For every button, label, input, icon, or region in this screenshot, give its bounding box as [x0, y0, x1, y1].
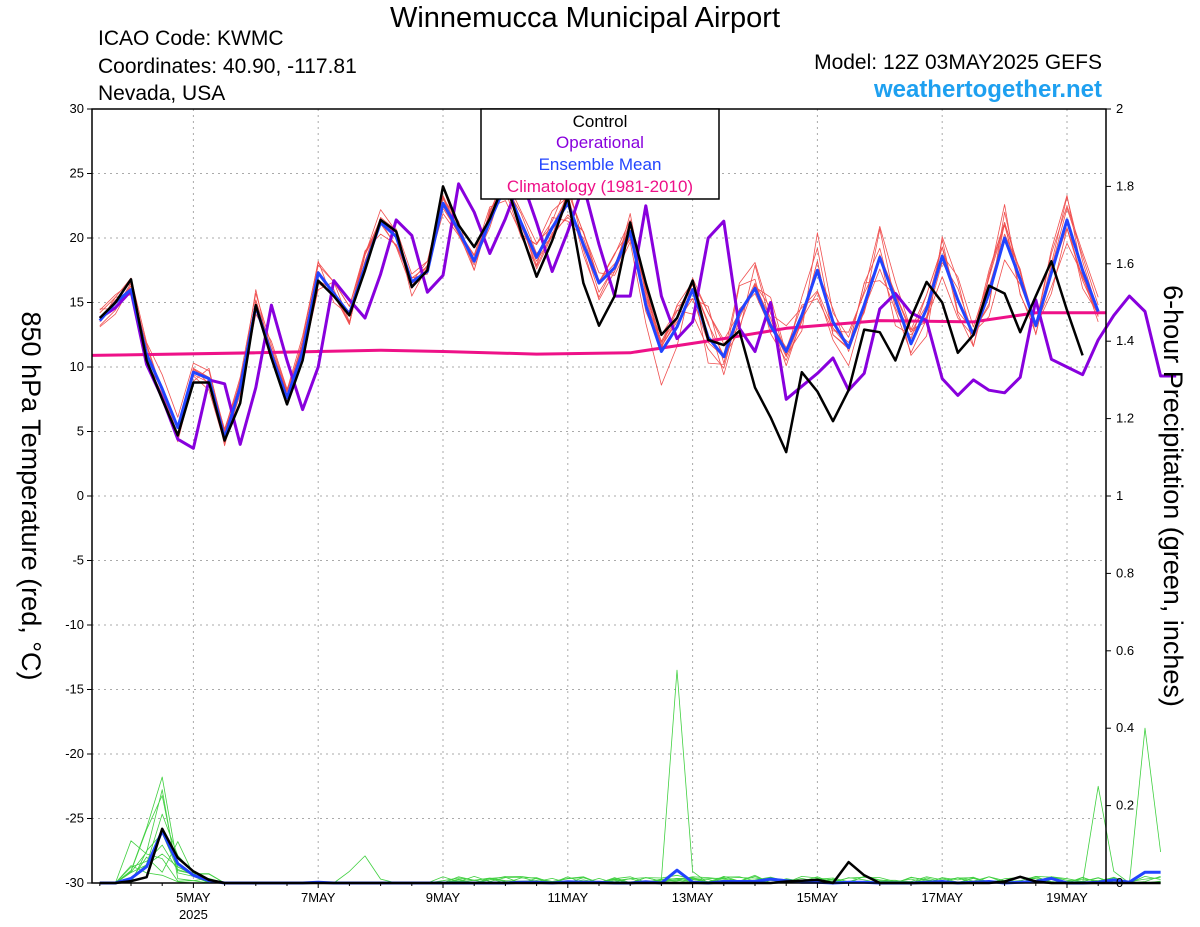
right-tick-label: 0 [1116, 875, 1123, 890]
region: Nevada, USA [98, 82, 226, 105]
right-tick-label: 0.6 [1116, 643, 1134, 658]
legend-climatology: Climatology (1981-2010) [507, 177, 693, 196]
member-temperature-line [99, 175, 1099, 436]
left-tick-label: -20 [65, 746, 84, 761]
right-tick-label: 0.4 [1116, 720, 1134, 735]
left-tick-label: 15 [70, 295, 84, 310]
left-tick-label: 25 [70, 166, 84, 181]
climatology-line [91, 311, 1106, 357]
left-tick-label: -5 [72, 553, 84, 568]
left-tick-label: -15 [65, 682, 84, 697]
left-tick-label: 5 [77, 424, 84, 439]
right-tick-label: 1.4 [1116, 333, 1134, 348]
right-tick-label: 1.6 [1116, 256, 1134, 271]
member-precipitation-line [99, 832, 1161, 884]
grid [92, 109, 1106, 883]
x-tick-label: 9MAY [426, 890, 461, 905]
right-axis-title: 6-hour Precipitation (green, inches) [1158, 285, 1188, 707]
left-tick-label: -10 [65, 617, 84, 632]
x-tick-label: 19MAY [1046, 890, 1088, 905]
left-tick-label: -25 [65, 811, 84, 826]
coordinates: Coordinates: 40.90, -117.81 [98, 55, 357, 78]
right-tick-label: 0.8 [1116, 565, 1134, 580]
left-tick-label: 30 [70, 101, 84, 116]
control-temperature-line [98, 178, 1084, 454]
plot-frame [91, 108, 1107, 884]
x-tick-label: 17MAY [921, 890, 963, 905]
control-precip-line [99, 827, 1161, 885]
x-year-label: 2025 [179, 907, 208, 922]
member-precipitation-line [99, 844, 1161, 884]
legend-operational: Operational [556, 133, 644, 152]
legend-box [480, 108, 720, 200]
member-precipitation-line [99, 853, 1161, 884]
left-axis: 30 25 20 15 10 5 0 -5 -10 -15 -20 -25 -30 [65, 101, 92, 890]
member-precipitation-line [99, 840, 1161, 884]
member-precipitation-line [99, 776, 1161, 884]
model-run: Model: 12Z 03MAY2025 GEFS [814, 51, 1102, 74]
legend-ensemble-mean: Ensemble Mean [539, 155, 662, 174]
right-tick-label: 2 [1116, 101, 1123, 116]
left-tick-label: 20 [70, 230, 84, 245]
member-precipitation-lines [99, 669, 1161, 884]
left-tick-label: 0 [77, 488, 84, 503]
right-axis: 2 1.8 1.6 1.4 1.2 1 0.8 0.6 0.4 0.2 0 [1106, 101, 1134, 890]
x-tick-label: 5MAY [176, 890, 211, 905]
right-tick-label: 1 [1116, 488, 1123, 503]
chart-title: Winnemucca Municipal Airport [389, 2, 781, 34]
x-axis: 5MAY 7MAY 9MAY 11MAY 13MAY 15MAY 17MAY 19MAY 202… [99, 883, 1099, 922]
x-tick-label: 11MAY [547, 890, 588, 905]
left-tick-label: -30 [65, 875, 84, 890]
left-axis-title: 850 hPa Temperature (red, °C) [16, 312, 46, 681]
member-precipitation-line [99, 795, 1161, 884]
icao-code: ICAO Code: KWMC [98, 27, 284, 50]
main-series-lines [91, 175, 1177, 885]
x-tick-label: 13MAY [672, 890, 714, 905]
member-temperature-line [99, 187, 1099, 441]
member-precipitation-line [99, 813, 1161, 884]
site-link[interactable]: weathertogether.net [873, 76, 1102, 103]
member-temperature-line [99, 186, 1099, 430]
member-precipitation-line [99, 669, 1161, 884]
x-tick-label: 15MAY [797, 890, 839, 905]
member-precipitation-line [99, 789, 1161, 884]
member-temperature-line [99, 178, 1099, 443]
legend-control: Control [573, 112, 628, 131]
ensemble-mean-temperature-line [98, 183, 1100, 440]
right-tick-label: 0.2 [1116, 798, 1134, 813]
left-tick-label: 10 [70, 359, 84, 374]
member-temperature-line [99, 189, 1099, 438]
x-tick-label: 7MAY [301, 890, 336, 905]
ensemble-mean-precip-line [99, 829, 1161, 885]
right-tick-label: 1.2 [1116, 411, 1134, 426]
legend: Control Operational Ensemble Mean Climat… [480, 108, 720, 200]
right-tick-label: 1.8 [1116, 178, 1134, 193]
